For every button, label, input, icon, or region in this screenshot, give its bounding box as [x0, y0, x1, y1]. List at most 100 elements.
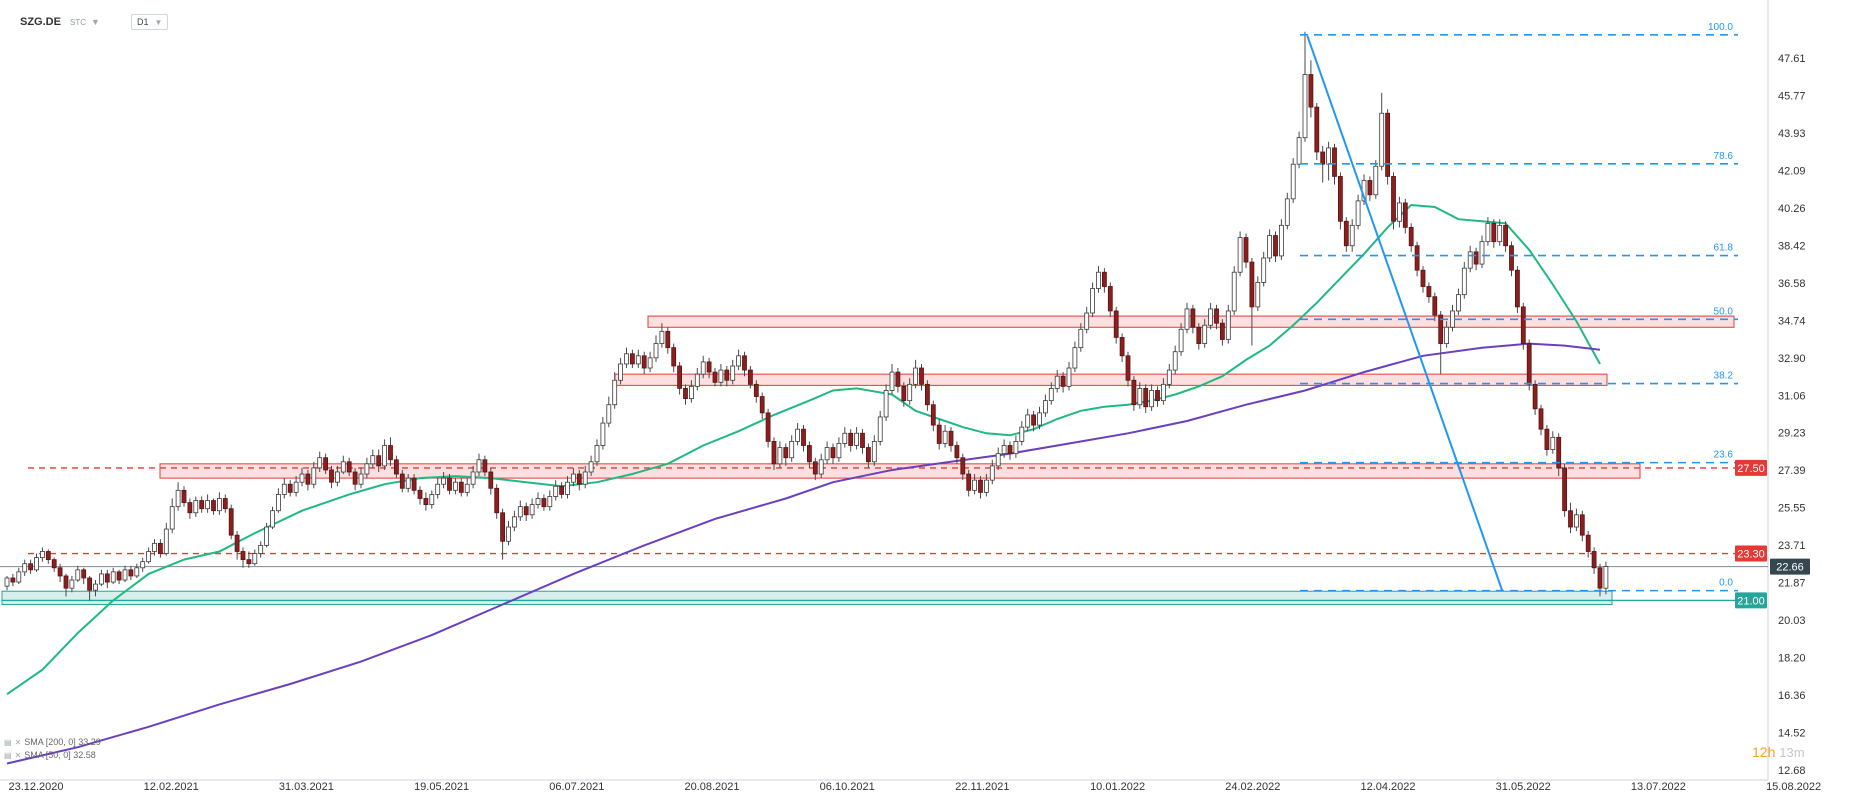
candle[interactable] [671, 343, 677, 373]
candle[interactable] [334, 465, 340, 487]
candle[interactable] [812, 457, 818, 481]
candle[interactable] [854, 427, 859, 450]
candle[interactable] [553, 480, 559, 501]
candle[interactable] [51, 557, 57, 572]
candle[interactable] [1196, 323, 1202, 350]
candle[interactable] [1037, 406, 1042, 430]
close-icon[interactable]: ✕ [14, 750, 22, 760]
eye-icon[interactable]: ▤ [4, 737, 12, 747]
candle[interactable] [1326, 141, 1331, 181]
candle[interactable] [1515, 266, 1520, 313]
candle[interactable] [966, 469, 972, 497]
candle[interactable] [1096, 266, 1101, 293]
candle[interactable] [523, 502, 529, 521]
candle[interactable] [860, 429, 865, 454]
candle[interactable] [1078, 323, 1084, 352]
candle[interactable] [216, 492, 222, 515]
candle[interactable] [1526, 339, 1532, 391]
candle[interactable] [157, 539, 163, 558]
candle[interactable] [612, 372, 618, 409]
candle[interactable] [1125, 351, 1131, 387]
candle[interactable] [1208, 302, 1213, 330]
candle[interactable] [801, 425, 806, 452]
candle[interactable] [175, 482, 181, 511]
candle[interactable] [187, 498, 193, 519]
candle[interactable] [116, 569, 122, 585]
candle[interactable] [783, 443, 789, 466]
candle[interactable] [677, 361, 682, 395]
candle[interactable] [972, 474, 977, 495]
candle[interactable] [452, 478, 458, 495]
candle[interactable] [1574, 508, 1579, 532]
candle[interactable] [264, 522, 270, 548]
candle[interactable] [258, 541, 264, 558]
candle[interactable] [541, 494, 547, 511]
candle[interactable] [93, 580, 98, 597]
candle[interactable] [1231, 266, 1237, 316]
candle[interactable] [110, 567, 116, 585]
candle[interactable] [181, 486, 187, 507]
candle[interactable] [1397, 196, 1402, 228]
candle[interactable] [346, 457, 352, 477]
candle[interactable] [582, 465, 588, 489]
candle[interactable] [63, 573, 69, 597]
candle[interactable] [836, 437, 842, 462]
candle[interactable] [647, 351, 653, 373]
candle[interactable] [818, 453, 824, 479]
candle[interactable] [895, 368, 901, 393]
candle[interactable] [222, 494, 228, 513]
candle[interactable] [1467, 245, 1473, 273]
candle[interactable] [140, 557, 146, 572]
candle[interactable] [653, 335, 659, 362]
candle[interactable] [712, 368, 718, 387]
candle[interactable] [399, 469, 405, 493]
candle[interactable] [1137, 382, 1143, 409]
candle[interactable] [1509, 241, 1514, 277]
candle[interactable] [405, 474, 411, 493]
candle[interactable] [765, 408, 771, 448]
candle[interactable] [866, 443, 871, 468]
candle[interactable] [275, 488, 281, 513]
candle[interactable] [1155, 386, 1160, 407]
candle[interactable] [1579, 510, 1585, 542]
candle[interactable] [1420, 266, 1426, 293]
candle[interactable] [447, 474, 452, 495]
candle[interactable] [1461, 262, 1467, 299]
candle[interactable] [10, 573, 16, 587]
candle[interactable] [517, 500, 523, 521]
candle[interactable] [1556, 433, 1562, 477]
candle[interactable] [169, 498, 175, 534]
candle[interactable] [1343, 217, 1349, 252]
candle[interactable] [22, 559, 28, 576]
candle[interactable] [1284, 192, 1290, 230]
candle[interactable] [358, 467, 364, 489]
candle[interactable] [748, 365, 753, 389]
candle[interactable] [1102, 268, 1107, 293]
candle[interactable] [411, 474, 417, 495]
candle[interactable] [441, 471, 447, 489]
candle[interactable] [694, 368, 700, 391]
candle[interactable] [382, 439, 388, 470]
candle[interactable] [919, 363, 924, 391]
candle[interactable] [1438, 310, 1444, 375]
candle[interactable] [995, 447, 1001, 470]
candle[interactable] [252, 549, 258, 566]
candle[interactable] [364, 457, 370, 479]
candle[interactable] [1166, 363, 1172, 389]
candle[interactable] [1060, 372, 1066, 393]
candle[interactable] [635, 349, 641, 369]
candle[interactable] [246, 551, 252, 568]
candle[interactable] [1220, 319, 1225, 346]
candle[interactable] [1279, 219, 1284, 261]
candle[interactable] [1072, 341, 1078, 373]
candle[interactable] [706, 357, 712, 379]
candle[interactable] [1025, 408, 1031, 432]
candle[interactable] [795, 423, 800, 446]
candle[interactable] [925, 380, 930, 411]
candle[interactable] [57, 563, 63, 583]
candle[interactable] [1143, 384, 1149, 413]
candle[interactable] [624, 347, 629, 369]
candle[interactable] [1373, 160, 1379, 199]
candle[interactable] [529, 498, 535, 519]
